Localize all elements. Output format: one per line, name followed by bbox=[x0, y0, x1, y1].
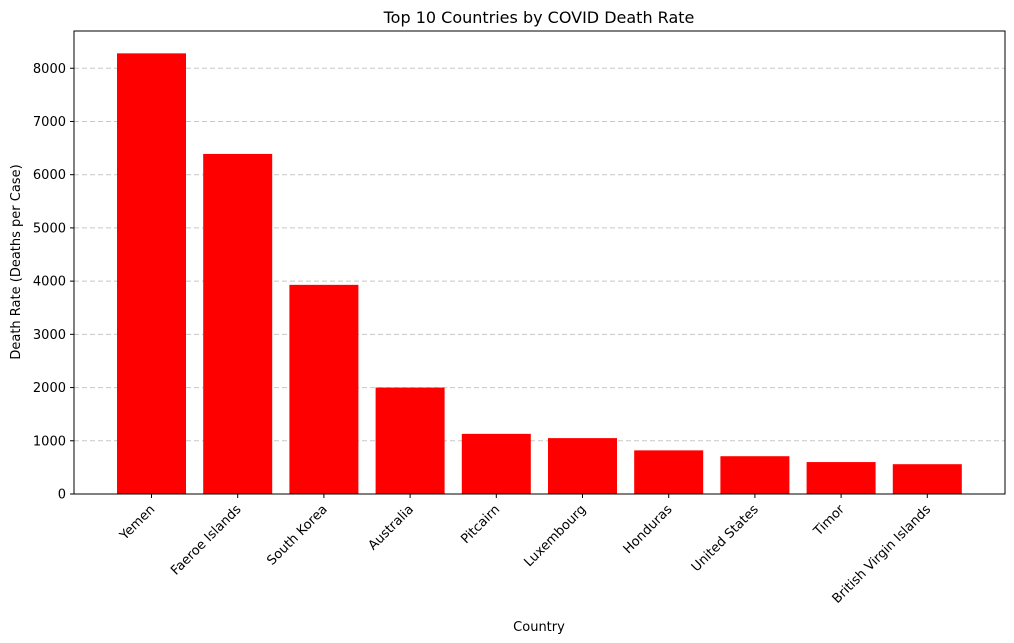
bar bbox=[461, 433, 531, 494]
x-tick-label: Yemen bbox=[117, 502, 159, 544]
y-tick-label: 2000 bbox=[33, 381, 66, 396]
x-tick-label: Honduras bbox=[621, 502, 676, 557]
y-tick-label: 5000 bbox=[33, 221, 66, 236]
bars bbox=[117, 53, 962, 495]
y-tick-label: 6000 bbox=[33, 168, 66, 183]
bar bbox=[548, 438, 617, 494]
bar bbox=[806, 462, 876, 494]
plot-frame bbox=[73, 30, 1006, 495]
x-tick-label: United States bbox=[689, 502, 762, 575]
y-tick-label: 3000 bbox=[33, 328, 66, 343]
bar bbox=[203, 153, 273, 494]
y-tick-label: 1000 bbox=[33, 434, 66, 449]
bar bbox=[117, 53, 186, 495]
y-axis-label: Death Rate (Deaths per Case) bbox=[9, 164, 24, 359]
x-tick-label: British Virgin Islands bbox=[830, 502, 935, 607]
chart-title: Top 10 Countries by COVID Death Rate bbox=[383, 8, 695, 27]
bar bbox=[892, 464, 962, 494]
x-tick-label: Luxembourg bbox=[521, 502, 589, 570]
x-tick-label: South Korea bbox=[264, 502, 330, 568]
y-tick-label: 0 bbox=[58, 488, 66, 503]
x-tick-label: Faeroe Islands bbox=[168, 502, 244, 578]
bar bbox=[375, 387, 445, 494]
x-tick-label: Pitcairn bbox=[458, 502, 503, 547]
bar bbox=[634, 450, 704, 494]
x-tick-label: Australia bbox=[366, 502, 417, 553]
y-tick-label: 4000 bbox=[33, 275, 66, 290]
x-tick-label: Timor bbox=[810, 502, 848, 540]
y-tick-label: 7000 bbox=[33, 115, 66, 130]
x-axis-ticks: Yemen Faeroe Islands South Korea Australia P… bbox=[117, 494, 935, 607]
bar bbox=[720, 456, 790, 494]
y-tick-label: 8000 bbox=[33, 62, 66, 77]
y-axis-ticks: 0 1000 2000 3000 4000 5000 6000 7000 8000 bbox=[33, 62, 74, 503]
x-axis-label: Country bbox=[513, 620, 565, 635]
bar bbox=[289, 284, 359, 494]
